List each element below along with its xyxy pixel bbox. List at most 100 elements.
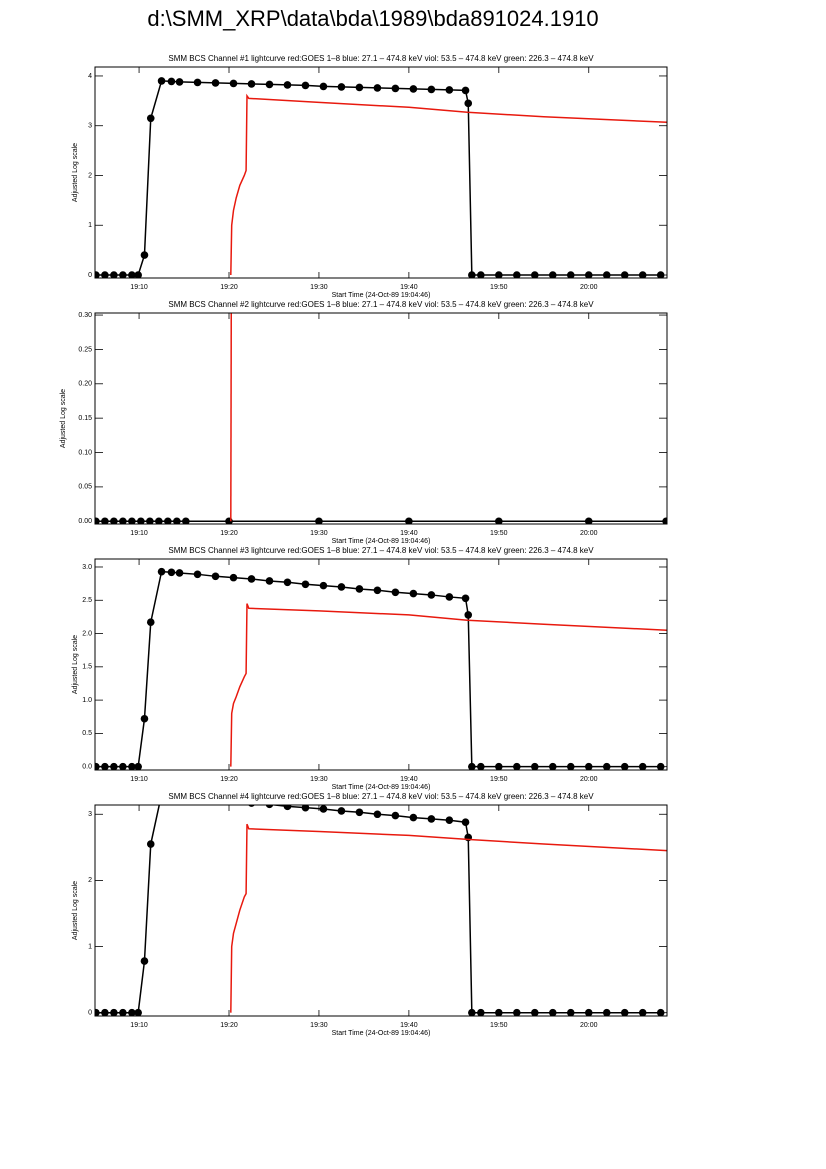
y-tick-label: 2.5	[82, 597, 92, 604]
data-point	[656, 271, 665, 278]
y-axis-label: Adjusted Log scale	[60, 389, 67, 448]
data-point	[427, 591, 436, 599]
data-point	[391, 84, 400, 93]
data-point	[301, 580, 310, 589]
x-tick-label: 20:00	[580, 284, 598, 291]
x-tick-label: 19:10	[130, 530, 148, 537]
y-tick-label: 2.0	[82, 630, 92, 637]
y-axis-label: Adjusted Log scale	[72, 881, 79, 940]
data-point	[95, 517, 100, 524]
panel-title: SMM BCS Channel #1 lightcurve red:GOES 1…	[168, 54, 594, 63]
series-line	[95, 805, 661, 1014]
x-tick-label: 19:20	[220, 530, 238, 537]
data-point	[337, 583, 346, 591]
data-point	[175, 78, 184, 86]
data-point	[101, 1008, 109, 1016]
data-point	[175, 569, 184, 577]
data-point	[211, 79, 220, 87]
data-point	[566, 762, 575, 770]
data-point	[355, 585, 364, 593]
series-line	[95, 570, 661, 768]
plot-area	[95, 567, 667, 770]
data-point	[464, 99, 473, 108]
data-point	[301, 805, 310, 812]
x-tick-label: 20:00	[580, 530, 598, 537]
data-point	[119, 762, 127, 770]
plot-frame	[94, 312, 668, 525]
x-tick-label: 19:40	[400, 1022, 418, 1029]
data-point	[513, 762, 521, 770]
data-point	[95, 271, 100, 278]
data-point	[638, 762, 647, 770]
y-tick-label: 2	[88, 877, 92, 884]
data-point	[620, 271, 629, 278]
data-point	[164, 517, 172, 524]
x-tick-label: 19:10	[130, 1022, 148, 1029]
y-tick-label: 1	[88, 222, 92, 229]
data-point	[427, 85, 436, 94]
data-point	[662, 517, 667, 524]
data-point	[146, 517, 154, 524]
x-tick-label: 20:00	[580, 776, 598, 783]
data-point	[265, 805, 274, 809]
data-point	[409, 589, 418, 598]
data-point	[146, 618, 155, 627]
data-point	[548, 271, 557, 278]
x-tick-label: 19:30	[310, 776, 328, 783]
data-point	[468, 271, 476, 278]
data-point	[167, 77, 176, 86]
x-axis-label: Start Time (24-Oct-89 19:04:46)	[332, 292, 431, 299]
series-line	[95, 80, 661, 276]
data-point	[229, 79, 238, 88]
data-point	[128, 762, 136, 770]
data-point	[355, 808, 364, 817]
y-tick-label: 0.30	[78, 312, 92, 319]
x-tick-label: 19:20	[220, 284, 238, 291]
x-tick-label: 19:10	[130, 284, 148, 291]
data-point	[128, 1008, 136, 1016]
data-point	[157, 567, 166, 576]
data-point	[134, 271, 142, 278]
plot-frame	[94, 804, 668, 1017]
y-tick-label: 0.5	[82, 730, 92, 737]
x-tick-label: 19:50	[490, 776, 508, 783]
data-point	[128, 517, 136, 524]
data-point	[337, 83, 346, 91]
y-tick-label: 3	[88, 811, 92, 818]
plot-frame	[94, 66, 668, 279]
series-line	[230, 93, 667, 276]
data-point	[319, 82, 328, 91]
y-tick-label: 3.0	[82, 564, 92, 571]
data-point	[193, 570, 202, 579]
plot-area	[95, 313, 667, 524]
data-point	[155, 517, 163, 524]
data-point	[461, 594, 470, 603]
data-point	[119, 271, 127, 278]
data-point	[319, 581, 328, 590]
data-point	[373, 586, 382, 595]
data-point	[513, 271, 521, 278]
y-tick-label: 0	[88, 1010, 92, 1017]
data-point	[319, 805, 328, 813]
data-point	[355, 83, 364, 92]
y-tick-label: 0.20	[78, 381, 92, 388]
plot-frame	[94, 558, 668, 771]
y-tick-label: 4	[88, 73, 92, 80]
data-point	[464, 611, 473, 619]
data-point	[265, 80, 274, 89]
data-point	[247, 575, 256, 583]
y-tick-label: 0.00	[78, 518, 92, 525]
y-axis-label: Adjusted Log scale	[72, 635, 79, 694]
data-point	[119, 517, 127, 524]
x-tick-label: 19:50	[490, 1022, 508, 1029]
data-point	[229, 573, 238, 582]
data-point	[468, 762, 476, 770]
data-point	[548, 762, 557, 770]
x-tick-label: 19:20	[220, 776, 238, 783]
data-point	[620, 762, 629, 770]
y-tick-label: 0.10	[78, 449, 92, 456]
page-title: d:\SMM_XRP\data\bda\1989\bda891024.1910	[147, 6, 598, 31]
data-point	[101, 517, 109, 524]
series-line	[230, 603, 667, 767]
